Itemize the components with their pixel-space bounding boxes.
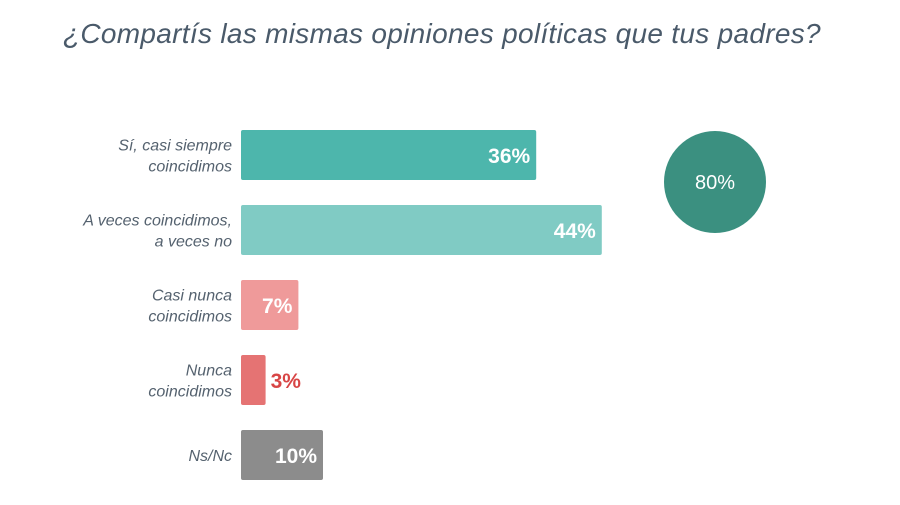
value-label-4: 3% [271, 370, 302, 393]
value-label-2: 44% [554, 220, 596, 243]
bar-5 [241, 430, 323, 480]
category-label-4: Nunca coincidimos [148, 363, 232, 401]
bar-4 [241, 355, 266, 405]
category-label-5: Ns/Nc [188, 448, 232, 465]
category-label-1: Sí, casi siempre coincidimos [118, 138, 232, 176]
value-label-3: 7% [262, 295, 293, 318]
bar-1 [241, 130, 537, 180]
bar-3 [241, 280, 299, 330]
category-label-3: Casi nunca coincidimos [148, 288, 232, 326]
total-circle [664, 131, 766, 233]
value-label-1: 36% [488, 145, 530, 168]
total-label: 80% [695, 172, 735, 194]
value-label-5: 10% [275, 445, 317, 468]
chart-title: ¿Compartís las mismas opiniones política… [63, 18, 821, 49]
bar-2 [241, 205, 602, 255]
category-label-2: A veces coincidimos, a veces no [82, 213, 232, 251]
